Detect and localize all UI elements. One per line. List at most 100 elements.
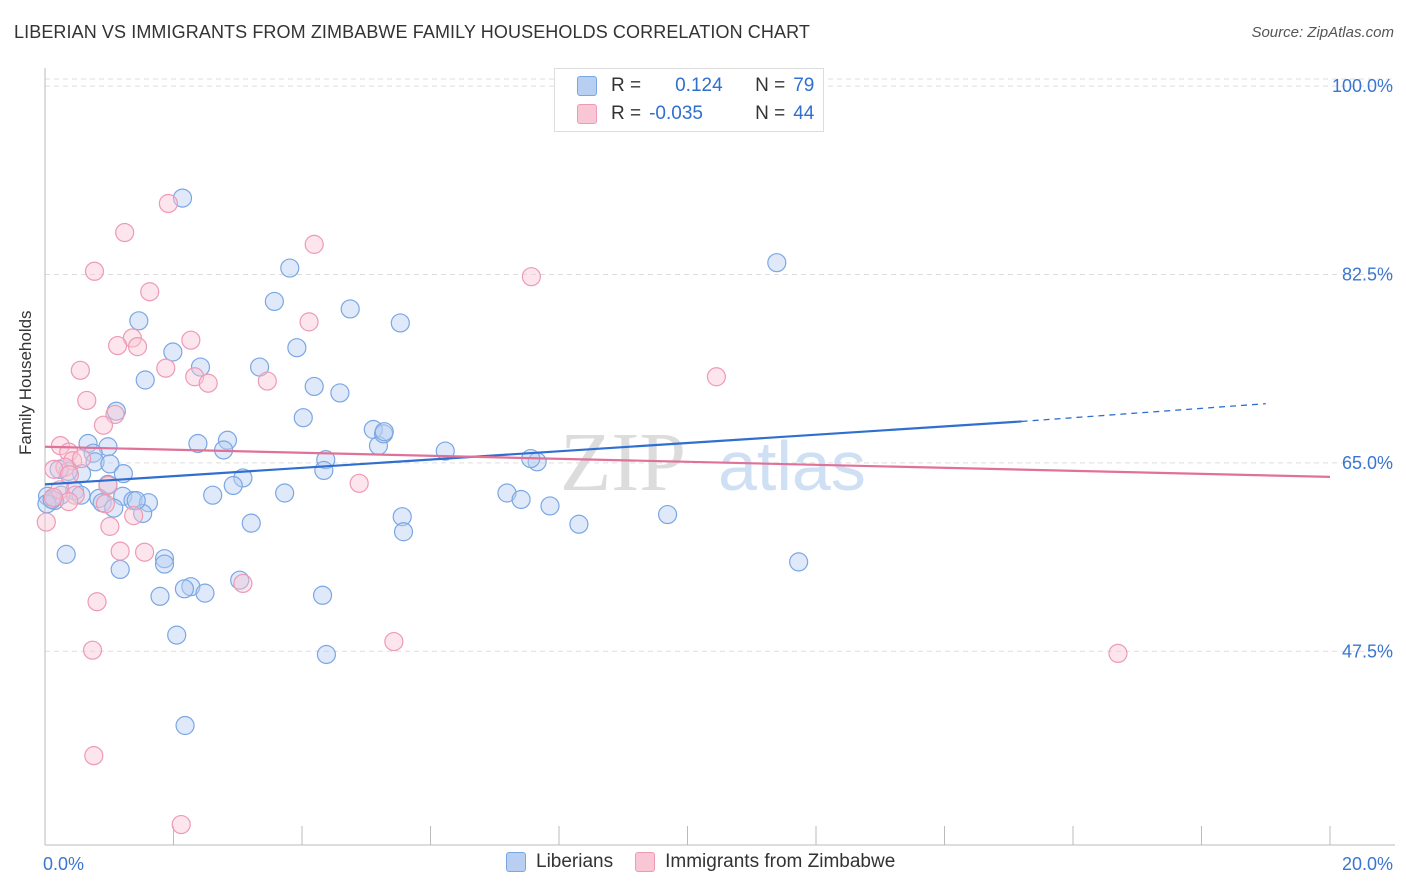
chart-title: LIBERIAN VS IMMIGRANTS FROM ZIMBABWE FAM…	[14, 22, 810, 42]
y-tick-label: 47.5%	[1342, 641, 1393, 661]
zimbabwe-point	[108, 335, 128, 356]
liberians-swatch	[577, 76, 597, 96]
zimbabwe-swatch	[577, 104, 597, 124]
zimbabwe-point	[158, 193, 178, 214]
zimbabwe-trend-line	[44, 445, 1331, 478]
y-tick-label: 100.0%	[1332, 76, 1393, 96]
liberians-point	[287, 338, 307, 358]
zimbabwe-point	[115, 222, 135, 243]
liberians-point	[233, 468, 253, 488]
liberians-point	[293, 408, 313, 428]
zimbabwe-point	[84, 746, 104, 766]
liberians-point	[154, 549, 175, 569]
liberians-point	[203, 485, 223, 505]
zimbabwe-point	[44, 459, 64, 479]
zimbabwe-point	[171, 814, 191, 835]
liberians-point	[71, 485, 91, 505]
zimbabwe-points	[36, 193, 1128, 835]
zimbabwe-point	[43, 487, 63, 507]
y-axis-label: Family Households	[16, 310, 35, 455]
y-tick-label: 82.5%	[1342, 265, 1393, 285]
liberians-point	[223, 475, 243, 496]
n-value: 44	[793, 103, 815, 124]
zimbabwe-point	[134, 542, 155, 562]
zimbabwe-point	[100, 516, 120, 536]
liberians-point	[217, 430, 238, 450]
n-label: N =	[755, 103, 786, 124]
zimbabwe-point	[59, 492, 79, 512]
zimbabwe-point	[84, 261, 105, 281]
stats-row-zimbabwe: R = -0.035 N = 44	[577, 101, 814, 127]
zimbabwe-point	[70, 360, 90, 380]
legend-label-liberians: Liberians	[536, 851, 614, 872]
liberians-point	[163, 342, 183, 362]
zimbabwe-point	[156, 358, 176, 378]
zimbabwe-point	[233, 573, 253, 594]
zimbabwe-point	[110, 541, 130, 561]
liberians-point	[188, 433, 208, 454]
tick-labels: 47.5% 65.0% 82.5% 100.0% 0.0% 20.0%	[43, 76, 1393, 874]
liberians-point	[190, 357, 211, 377]
zimbabwe-point	[384, 631, 404, 652]
liberians-swatch	[506, 852, 526, 872]
r-value: 0.124	[675, 75, 723, 96]
liberians-point	[304, 376, 324, 397]
liberians-point	[110, 559, 130, 580]
zimbabwe-point	[299, 312, 319, 332]
liberians-point	[264, 291, 284, 312]
zimbabwe-point	[77, 390, 97, 411]
liberians-trend-line	[44, 420, 1022, 486]
liberians-point	[569, 514, 589, 534]
n-value: 79	[793, 75, 815, 96]
liberians-point	[230, 570, 250, 590]
r-label: R =	[611, 75, 642, 96]
liberians-point	[392, 507, 412, 527]
n-label: N =	[755, 75, 786, 96]
liberians-point	[340, 299, 360, 319]
zimbabwe-point	[82, 640, 103, 660]
zimbabwe-point	[181, 330, 201, 350]
liberians-point	[150, 586, 170, 606]
zimbabwe-point	[198, 373, 218, 393]
liberians-point	[175, 715, 195, 736]
series-legend: Liberians Immigrants from Zimbabwe	[506, 851, 917, 873]
zimbabwe-point	[36, 512, 56, 532]
liberians-point	[390, 313, 410, 333]
liberians-point	[154, 554, 175, 574]
liberians-point	[280, 258, 300, 278]
zimbabwe-point	[93, 415, 114, 435]
x-tick-label: 0.0%	[43, 854, 84, 874]
liberians-point	[314, 460, 334, 481]
zimbabwe-point	[257, 371, 277, 391]
liberians-point	[129, 311, 149, 331]
liberians-point	[540, 496, 560, 516]
liberians-point	[100, 454, 120, 474]
liberians-trend-extension	[1021, 403, 1266, 423]
liberians-point	[657, 504, 678, 525]
liberians-point	[172, 188, 193, 208]
r-value: -0.035	[649, 103, 703, 124]
liberians-point	[56, 544, 76, 564]
legend-item-zimbabwe[interactable]: Immigrants from Zimbabwe	[635, 851, 895, 873]
liberians-point	[195, 583, 215, 603]
liberians-point	[138, 493, 159, 513]
liberians-point	[312, 585, 333, 605]
watermark-zip: ZIP	[560, 416, 686, 509]
zimbabwe-point	[304, 234, 324, 254]
legend-label-zimbabwe: Immigrants from Zimbabwe	[665, 851, 896, 872]
liberians-point	[275, 483, 295, 503]
stats-row-liberians: R = 0.124 N = 79	[577, 73, 814, 99]
r-label: R =	[611, 103, 642, 124]
zimbabwe-point	[140, 282, 160, 302]
zimbabwe-point	[87, 592, 107, 612]
liberians-point	[393, 522, 414, 542]
liberians-point	[767, 253, 787, 273]
zimbabwe-point	[349, 473, 369, 493]
liberians-point	[316, 644, 337, 665]
zimbabwe-point	[1108, 643, 1128, 664]
grid-lines	[45, 78, 1395, 652]
legend-item-liberians[interactable]: Liberians	[506, 851, 613, 873]
zimbabwe-point	[706, 367, 727, 387]
liberians-point	[374, 422, 394, 442]
